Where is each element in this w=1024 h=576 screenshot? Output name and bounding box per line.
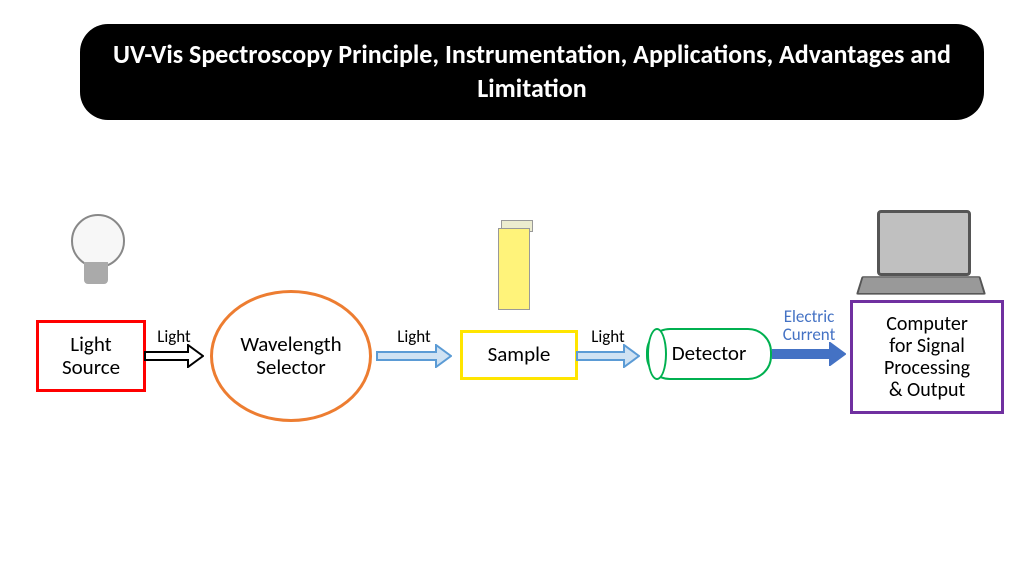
node-label: Detector	[672, 342, 747, 365]
node-light-source: Light Source	[36, 320, 146, 392]
node-label: Sample	[488, 343, 551, 366]
arrow-sample-to-detector: Light	[576, 328, 640, 373]
arrow-wavelength-selector-to-sample: Light	[376, 328, 452, 373]
arrow-light-source-to-wavelength-selector: Light	[144, 328, 204, 373]
arrow-label: Electric Current	[772, 308, 846, 344]
lightbulb-icon	[56, 210, 136, 310]
node-label: Computer for Signal Processing & Output	[884, 313, 970, 401]
arrow-icon	[772, 342, 846, 366]
title-banner: UV-Vis Spectroscopy Principle, Instrumen…	[80, 24, 984, 120]
node-detector: Detector	[646, 328, 772, 380]
node-wavelength-selector: Wavelength Selector	[210, 290, 372, 422]
arrow-icon	[576, 344, 640, 368]
title-text: UV-Vis Spectroscopy Principle, Instrumen…	[113, 38, 951, 104]
node-label: Wavelength Selector	[240, 333, 341, 379]
node-sample: Sample	[460, 330, 578, 380]
flowchart-diagram: Light Source Wavelength Selector Sample Det…	[0, 200, 1024, 540]
cuvette-icon	[498, 220, 534, 310]
laptop-icon	[855, 210, 985, 310]
arrow-detector-to-computer: Electric Current	[772, 308, 846, 371]
node-label: Light Source	[62, 333, 120, 379]
node-computer: Computer for Signal Processing & Output	[850, 300, 1004, 414]
arrow-icon	[376, 344, 452, 368]
arrow-icon	[144, 344, 204, 368]
